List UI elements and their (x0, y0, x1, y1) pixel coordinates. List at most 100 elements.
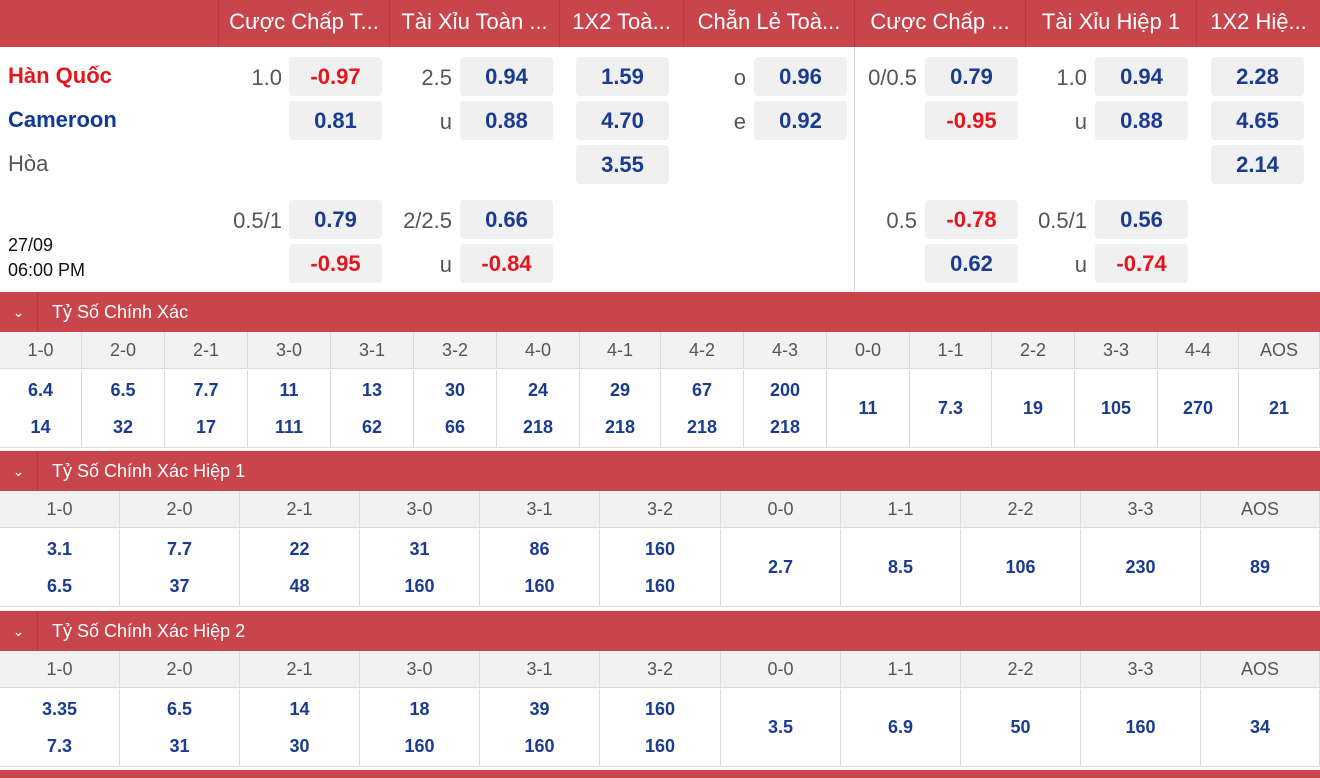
score-odds-home[interactable]: 11 (279, 380, 299, 400)
section-correct-score-header[interactable]: ⌄ Tỷ Số Chính Xác (0, 292, 1320, 332)
score-odds[interactable]: 7.3 (937, 398, 964, 418)
score-odds-home[interactable]: 30 (444, 380, 466, 400)
tab-1x2-h1[interactable]: 1X2 Hiệ... (1196, 0, 1320, 47)
match-odds: Hàn Quốc Cameroon Hòa 27/09 06:00 PM 1.0… (0, 47, 1320, 291)
score-odds-away[interactable]: 160 (644, 576, 676, 596)
score-odds[interactable]: 34 (1249, 717, 1271, 737)
section-correct-score-h2-header[interactable]: ⌄ Tỷ Số Chính Xác Hiệp 2 (0, 611, 1320, 651)
h1-handicap-away-odds[interactable]: -0.95 (925, 101, 1018, 140)
score-odds[interactable]: 3.5 (767, 717, 794, 737)
tab-handicap-full[interactable]: Cược Chấp T... (218, 0, 389, 47)
h1-handicap-away-odds-alt[interactable]: 0.62 (925, 244, 1018, 283)
score-odds-away[interactable]: 218 (604, 417, 636, 437)
score-odds-home[interactable]: 200 (769, 380, 801, 400)
section-next-header[interactable] (0, 770, 1320, 778)
tab-over-under-h1[interactable]: Tài Xỉu Hiệp 1 (1025, 0, 1196, 47)
handicap-away-odds-alt[interactable]: -0.95 (289, 244, 382, 283)
score-odds-home[interactable]: 7.7 (193, 380, 219, 400)
score-odds-away[interactable]: 160 (524, 576, 555, 596)
score-odds-away[interactable]: 30 (289, 736, 310, 756)
h1-ou-over-odds-alt[interactable]: 0.56 (1095, 200, 1188, 239)
score-odds[interactable]: 105 (1100, 398, 1132, 418)
score-odds-away[interactable]: 160 (524, 736, 555, 756)
score-odds-away[interactable]: 218 (522, 417, 554, 437)
score-odds-home[interactable]: 7.7 (166, 539, 193, 559)
score-odds[interactable]: 230 (1125, 557, 1156, 577)
score-odds-home[interactable]: 67 (691, 380, 713, 400)
tab-1x2-full[interactable]: 1X2 Toà... (559, 0, 683, 47)
score-odds-home[interactable]: 18 (409, 699, 430, 719)
score-odds-home[interactable]: 39 (529, 699, 550, 719)
h1-x12-draw-odds[interactable]: 2.14 (1211, 145, 1304, 184)
ou-over-odds-alt[interactable]: 0.66 (460, 200, 553, 239)
score-odds-home[interactable]: 6.4 (27, 380, 54, 400)
score-odds[interactable]: 89 (1249, 557, 1271, 577)
score-odds-away[interactable]: 218 (769, 417, 801, 437)
score-odds-away[interactable]: 218 (686, 417, 718, 437)
score-odds-home[interactable]: 3.35 (41, 699, 78, 719)
x12-home-odds[interactable]: 1.59 (576, 57, 669, 96)
score-odds[interactable]: 2.7 (767, 557, 794, 577)
score-odds-away[interactable]: 14 (30, 417, 51, 437)
h1-handicap-home-odds-alt[interactable]: -0.78 (925, 200, 1018, 239)
chevron-down-icon[interactable]: ⌄ (0, 611, 38, 651)
score-odds-home[interactable]: 160 (644, 699, 676, 719)
score-odds-home[interactable]: 22 (289, 539, 310, 559)
h1-handicap-home-odds[interactable]: 0.79 (925, 57, 1018, 96)
tab-over-under-full[interactable]: Tài Xỉu Toàn ... (389, 0, 559, 47)
score-odds-home[interactable]: 31 (409, 539, 430, 559)
h1-x12-away-odds[interactable]: 4.65 (1211, 101, 1304, 140)
score-odds-away[interactable]: 32 (112, 417, 134, 437)
score-odds[interactable]: 11 (858, 398, 878, 418)
score-odds-home[interactable]: 6.5 (166, 699, 193, 719)
score-odds[interactable]: 19 (1022, 398, 1044, 418)
score-odds-away[interactable]: 160 (404, 576, 435, 596)
score-odds-home[interactable]: 29 (609, 380, 631, 400)
x12-draw-odds[interactable]: 3.55 (576, 145, 669, 184)
h1-ou-under-odds-alt[interactable]: -0.74 (1095, 244, 1188, 283)
h1-ou-under-odds[interactable]: 0.88 (1095, 101, 1188, 140)
tab-handicap-h1[interactable]: Cược Chấp ... (854, 0, 1025, 47)
score-odds-away[interactable]: 31 (169, 736, 190, 756)
score-odds[interactable]: 106 (1005, 557, 1036, 577)
chevron-down-icon[interactable]: ⌄ (0, 451, 38, 491)
ou-under-odds[interactable]: 0.88 (460, 101, 553, 140)
score-odds-away[interactable]: 6.5 (46, 576, 73, 596)
score-odds-home[interactable]: 86 (529, 539, 550, 559)
score-odds-home[interactable]: 13 (361, 380, 383, 400)
score-odds[interactable]: 6.9 (887, 717, 914, 737)
score-odds-home[interactable]: 14 (289, 699, 310, 719)
x12-away-odds[interactable]: 4.70 (576, 101, 669, 140)
handicap-away-odds[interactable]: 0.81 (289, 101, 382, 140)
score-odds[interactable]: 8.5 (887, 557, 914, 577)
score-odds-away[interactable]: 17 (195, 417, 217, 437)
handicap-home-odds[interactable]: -0.97 (289, 57, 382, 96)
chevron-down-icon[interactable]: ⌄ (0, 292, 38, 332)
section-correct-score-h1-header[interactable]: ⌄ Tỷ Số Chính Xác Hiệp 1 (0, 451, 1320, 491)
odd-odds[interactable]: 0.96 (754, 57, 847, 96)
score-odds[interactable]: 270 (1182, 398, 1214, 418)
tab-odd-even-full[interactable]: Chẵn Lẻ Toà... (683, 0, 854, 47)
score-odds-home[interactable]: 3.1 (46, 539, 73, 559)
even-odds[interactable]: 0.92 (754, 101, 847, 140)
score-column-header: 3-0 (248, 332, 331, 369)
score-odds-away[interactable]: 160 (644, 736, 676, 756)
score-odds[interactable]: 160 (1125, 717, 1156, 737)
score-odds-away[interactable]: 66 (444, 417, 466, 437)
h1-x12-home-odds[interactable]: 2.28 (1211, 57, 1304, 96)
score-odds[interactable]: 21 (1268, 398, 1290, 418)
score-odds-away[interactable]: 111 (274, 417, 304, 437)
score-odds-away[interactable]: 160 (404, 736, 435, 756)
score-odds-away[interactable]: 48 (289, 576, 310, 596)
score-odds[interactable]: 50 (1010, 717, 1031, 737)
score-odds-away[interactable]: 7.3 (46, 736, 73, 756)
h1-ou-over-odds[interactable]: 0.94 (1095, 57, 1188, 96)
score-odds-home[interactable]: 160 (644, 539, 676, 559)
handicap-home-odds-alt[interactable]: 0.79 (289, 200, 382, 239)
score-odds-home[interactable]: 6.5 (110, 380, 136, 400)
ou-over-odds[interactable]: 0.94 (460, 57, 553, 96)
ou-under-odds-alt[interactable]: -0.84 (460, 244, 553, 283)
score-odds-away[interactable]: 37 (169, 576, 190, 596)
score-odds-home[interactable]: 24 (527, 380, 549, 400)
score-odds-away[interactable]: 62 (361, 417, 383, 437)
